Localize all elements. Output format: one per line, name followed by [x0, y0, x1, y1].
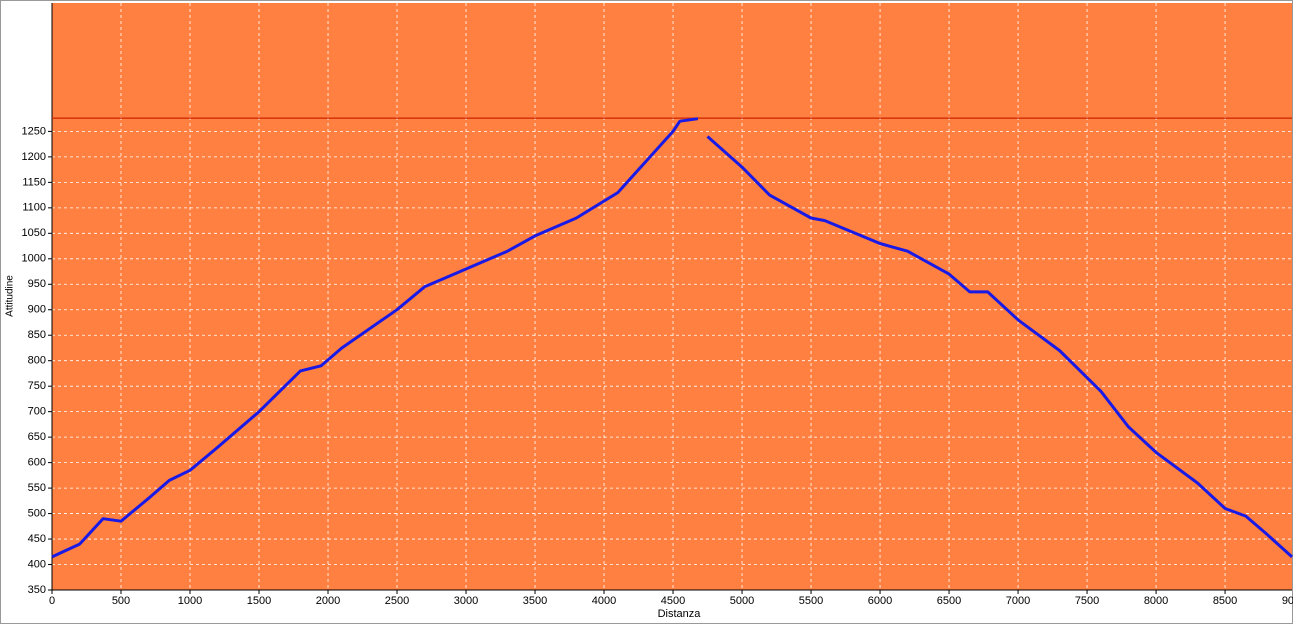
y-tick-label: 1250 — [22, 125, 46, 137]
x-tick-label: 500 — [112, 595, 130, 607]
x-tick-label: 4000 — [592, 595, 616, 607]
y-tick-label: 700 — [28, 406, 46, 418]
x-tick-label: 4500 — [661, 595, 685, 607]
y-tick-label: 450 — [28, 533, 46, 545]
x-axis-label: Distanza — [658, 608, 702, 620]
y-tick-label: 1050 — [22, 227, 46, 239]
y-tick-label: 950 — [28, 278, 46, 290]
y-tick-label: 350 — [28, 584, 46, 596]
x-tick-label: 1000 — [178, 595, 202, 607]
x-tick-label: 7000 — [1006, 595, 1030, 607]
y-tick-label: 750 — [28, 380, 46, 392]
x-tick-label: 6000 — [868, 595, 892, 607]
x-tick-label: 2000 — [316, 595, 340, 607]
y-tick-label: 1000 — [22, 253, 46, 265]
x-tick-label: 5000 — [730, 595, 754, 607]
y-tick-label: 800 — [28, 355, 46, 367]
y-tick-label: 650 — [28, 431, 46, 443]
y-tick-label: 850 — [28, 329, 46, 341]
y-tick-label: 400 — [28, 558, 46, 570]
x-tick-label: 6500 — [937, 595, 961, 607]
x-tick-label: 9000 — [1282, 595, 1293, 607]
y-tick-label: 1100 — [22, 202, 46, 214]
y-tick-label: 600 — [28, 457, 46, 469]
x-tick-label: 7500 — [1075, 595, 1099, 607]
x-tick-label: 8000 — [1144, 595, 1168, 607]
y-tick-label: 1200 — [22, 151, 46, 163]
y-tick-label: 550 — [28, 482, 46, 494]
x-tick-label: 8500 — [1213, 595, 1237, 607]
x-tick-label: 0 — [49, 595, 55, 607]
x-tick-label: 2500 — [385, 595, 409, 607]
x-tick-label: 1500 — [247, 595, 271, 607]
y-tick-label: 500 — [28, 507, 46, 519]
elevation-line — [51, 117, 1293, 559]
x-tick-label: 3000 — [454, 595, 478, 607]
x-tick-label: 5500 — [799, 595, 823, 607]
x-tick-label: 3500 — [523, 595, 547, 607]
y-tick-label: 1150 — [22, 176, 46, 188]
y-tick-label: 900 — [28, 304, 46, 316]
y-axis-label: Attitudine — [5, 275, 16, 317]
plot-area — [52, 3, 1292, 590]
